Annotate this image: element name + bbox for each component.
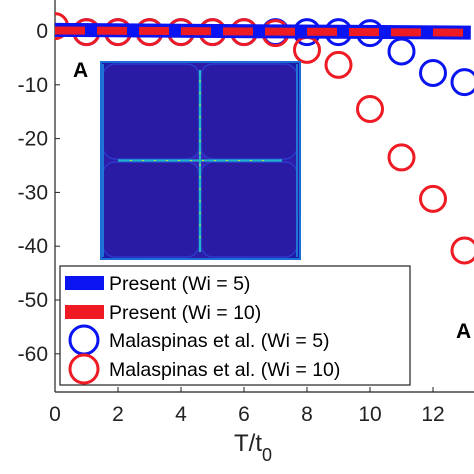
point-malaspinas-et-al-wi-10 [356, 95, 384, 124]
legend-label-malaspinas-wi5: Malaspinas et al. (Wi = 5) [109, 330, 330, 352]
point-malaspinas-et-al-wi-10 [450, 236, 474, 265]
x-tick-label: 0 [49, 403, 61, 426]
x-tick-label: 2 [112, 403, 124, 426]
series-layer [55, 12, 474, 265]
y-tick-label: -20 [18, 128, 48, 151]
x-tick-label: 6 [238, 403, 250, 426]
point-malaspinas-et-al-wi-5 [450, 68, 474, 97]
y-tick-label: 0 [36, 20, 48, 43]
legend-swatch-present-wi5 [65, 276, 104, 290]
point-malaspinas-et-al-wi-5 [387, 37, 416, 66]
point-malaspinas-et-al-wi-5 [419, 58, 447, 87]
legend: Present (Wi = 5) Present (Wi = 10) Malas… [59, 265, 411, 386]
plot-area [54, 0, 474, 393]
x-axis-title: T/t0 [234, 430, 272, 465]
legend-swatch-present-wi10 [65, 305, 104, 319]
axis-ticks: 0 2 4 6 8 10 12 0 -10 -20 -30 -40 -50 -60 [18, 20, 445, 426]
legend-marker-malaspinas-wi10 [68, 353, 100, 385]
legend-label-malaspinas-wi10: Malaspinas et al. (Wi = 10) [109, 359, 340, 381]
line-present-wi-10 [55, 26, 471, 37]
x-tick-label: 4 [175, 403, 187, 426]
point-malaspinas-et-al-wi-10 [324, 50, 353, 79]
legend-box [59, 265, 411, 386]
x-axis-title-subscript: 0 [262, 445, 272, 465]
y-tick-label: -10 [18, 74, 48, 97]
point-malaspinas-et-al-wi-10 [387, 143, 416, 172]
y-tick-label: -50 [18, 289, 48, 312]
legend-label-present-wi5: Present (Wi = 5) [109, 273, 250, 295]
y-tick-label: -60 [18, 343, 48, 366]
y-tick-label: -40 [18, 235, 48, 258]
y-tick-label: -30 [18, 181, 48, 204]
legend-label-present-wi10: Present (Wi = 10) [109, 302, 261, 324]
inset-image [100, 61, 301, 260]
x-tick-label: 8 [301, 403, 313, 426]
x-tick-label: 10 [358, 403, 381, 426]
side-label: A [456, 320, 471, 343]
point-malaspinas-et-al-wi-10 [419, 184, 447, 213]
inset-label: A [73, 59, 88, 82]
x-tick-label: 12 [421, 403, 444, 426]
point-malaspinas-et-al-wi-10 [293, 35, 321, 64]
